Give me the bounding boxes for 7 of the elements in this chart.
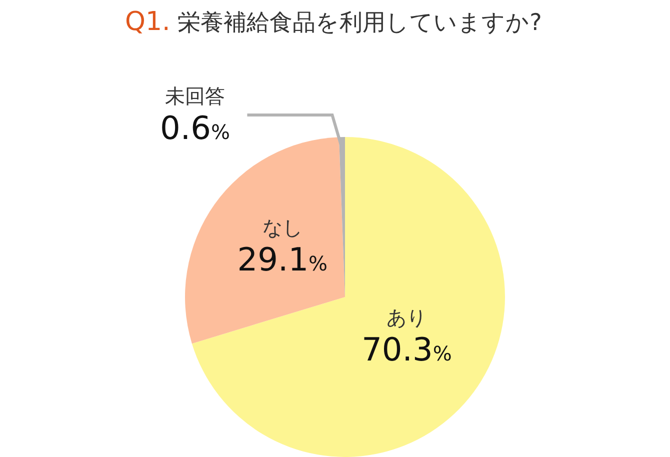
slice-label: あり	[386, 306, 427, 330]
slice-label: 未回答	[165, 84, 225, 108]
slice-label: なし	[262, 215, 302, 240]
data-label: 0.6%	[160, 109, 230, 147]
data-label: 29.1%	[237, 240, 328, 278]
data-label: 70.3%	[362, 330, 452, 369]
title: Q1. 栄養補給食品を利用していますか?	[125, 7, 542, 37]
